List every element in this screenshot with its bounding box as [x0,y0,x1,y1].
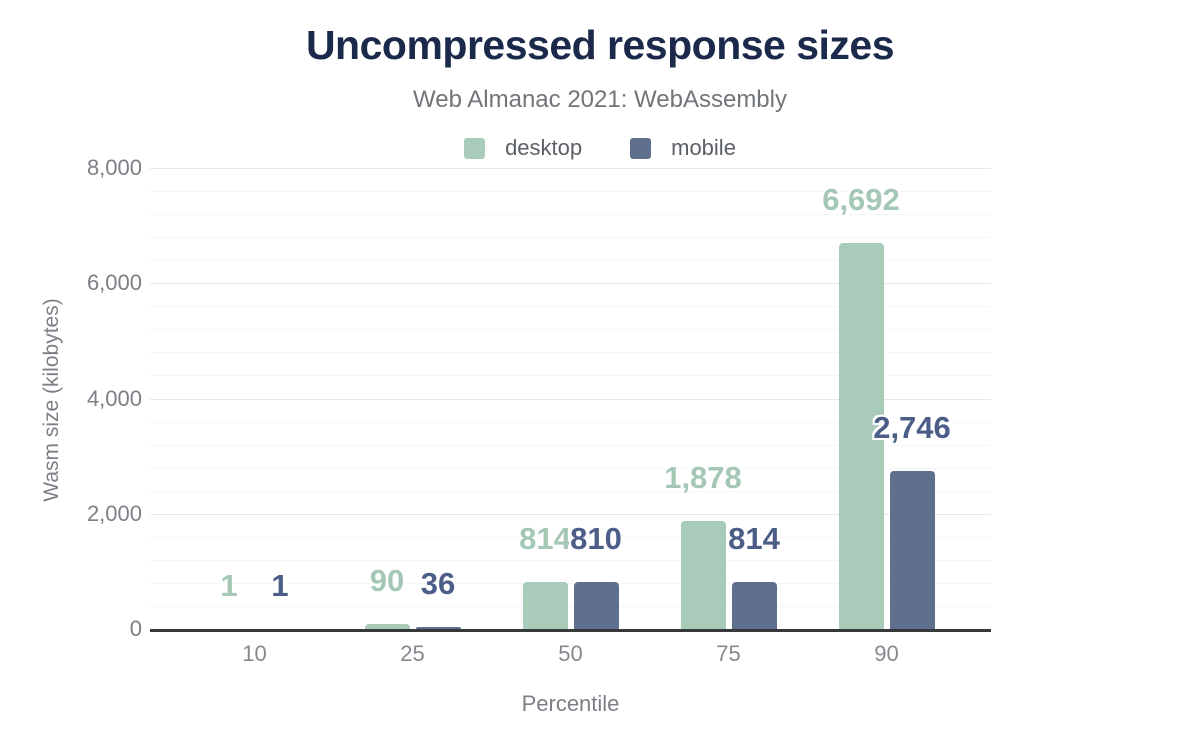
bar-desktop-p90[interactable] [838,243,884,629]
value-label-mobile-p25: 36 [420,565,456,601]
y-axis-tick-label-2000: 2,000 [86,500,142,526]
legend-item-mobile[interactable]: mobile [630,135,736,161]
legend-label-desktop: desktop [505,135,583,160]
value-label-desktop-p90: 6,692 [822,182,900,218]
y-axis-tick-label-6000: 6,000 [86,270,142,296]
x-axis-tick-label-25: 25 [400,641,425,666]
gridline-minor [150,421,991,423]
gridline-minor [150,329,991,331]
x-axis-tick-label-50: 50 [558,641,583,666]
legend-label-mobile: mobile [671,135,736,160]
gridline-minor [150,559,991,561]
legend: desktop mobile [0,134,1200,162]
gridline-major [150,283,991,285]
value-label-mobile-p10: 1 [271,567,289,603]
gridline-minor [150,444,991,446]
legend-swatch-mobile-icon [630,137,652,159]
gridline-major [150,168,991,169]
y-axis-tick-label-0: 0 [129,616,142,641]
chart-subtitle: Web Almanac 2021: WebAssembly [413,86,787,113]
legend-swatch-desktop-icon [464,137,486,159]
bar-mobile-p90[interactable] [889,470,935,629]
value-label-desktop-p50: 814 [519,521,571,557]
y-axis-tick-label-8000: 8,000 [86,155,142,180]
value-label-mobile-p75: 814 [728,521,780,557]
x-axis-tick-label-75: 75 [716,641,741,666]
bar-desktop-p25[interactable] [364,623,410,629]
gridline-minor [150,582,991,584]
gridline-minor [150,191,991,193]
x-axis-title: Percentile [521,691,620,716]
gridline-major [150,398,991,400]
gridline-minor [150,306,991,308]
bar-desktop-p50[interactable] [522,582,568,629]
chart-title: Uncompressed response sizes [305,22,895,68]
gridline-minor [150,214,991,216]
x-axis-line [150,629,991,632]
gridline-minor [150,237,991,239]
x-axis-tick-label-10: 10 [242,641,267,666]
y-axis-tick-label-4000: 4,000 [86,385,142,411]
gridline-minor [150,605,991,607]
gridline-minor [150,260,991,262]
value-label-desktop-p25: 90 [369,562,405,598]
value-label-mobile-p50: 810 [570,521,622,557]
plot-area: 1 1 90 36 814 810 1,878 814 6,692 2,746 [150,168,991,629]
gridline-minor [150,375,991,377]
value-label-desktop-p75: 1,878 [664,459,742,495]
gridline-minor [150,352,991,354]
gridline-minor [150,490,991,492]
bar-desktop-p75[interactable] [680,520,726,629]
legend-item-desktop[interactable]: desktop [464,135,582,161]
bar-mobile-p75[interactable] [731,582,777,629]
bar-mobile-p50[interactable] [573,582,619,629]
x-axis-tick-label-90: 90 [874,641,899,666]
gridline-minor [150,467,991,469]
value-label-mobile-p90: 2,746 [873,409,951,445]
gridline-major [150,513,991,515]
gridline-minor [150,536,991,538]
value-label-desktop-p10: 1 [220,567,238,603]
bar-mobile-p25[interactable] [415,626,461,629]
